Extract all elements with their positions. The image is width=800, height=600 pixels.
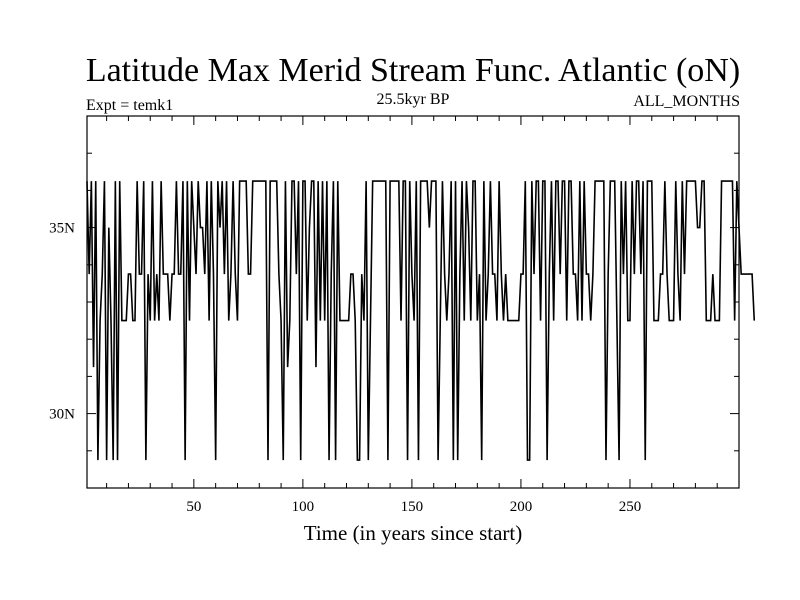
x-tick-label: 100 [292, 499, 315, 515]
y-tick-label: 30N [49, 407, 75, 423]
months-label: ALL_MONTHS [633, 93, 740, 110]
experiment-label: Expt = temk1 [86, 97, 173, 114]
x-tick-label: 150 [401, 499, 424, 515]
x-tick-label: 250 [619, 499, 642, 515]
x-tick-label: 50 [186, 499, 201, 515]
x-tick-label: 200 [510, 499, 533, 515]
plot-frame [86, 115, 740, 489]
period-label: 25.5kyr BP [377, 91, 450, 108]
chart-title: Latitude Max Merid Stream Func. Atlantic… [86, 52, 740, 89]
x-axis-label: Time (in years since start) [304, 521, 523, 545]
axis-tick-labels: 50 100 150 200 250 30N 35N [49, 221, 641, 515]
y-tick-label: 35N [49, 221, 75, 237]
axis-ticks [87, 116, 740, 488]
series-line [86, 180, 756, 461]
